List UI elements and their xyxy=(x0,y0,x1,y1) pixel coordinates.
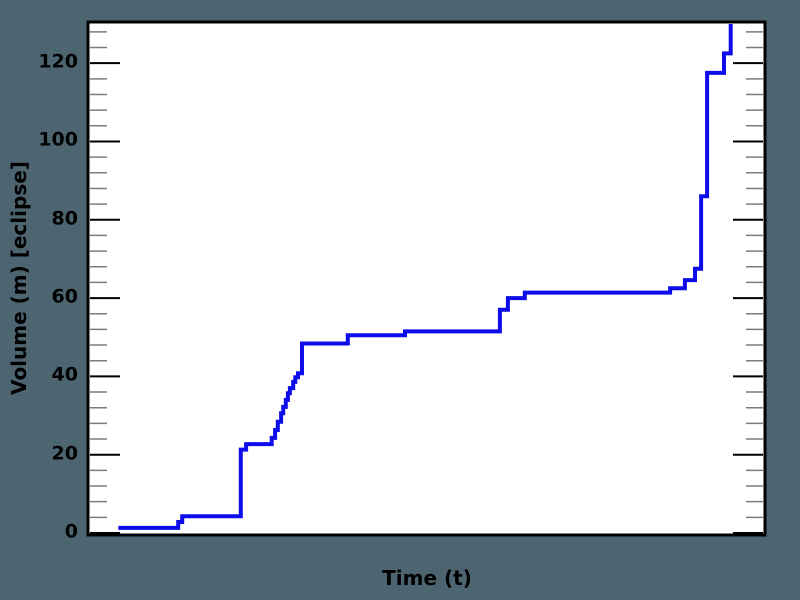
y-axis-label: Volume (m) [eclipse] xyxy=(7,161,31,395)
y-tick-label: 20 xyxy=(51,442,78,465)
y-tick-label: 0 xyxy=(64,520,78,543)
x-axis-label: Time (t) xyxy=(382,566,472,590)
y-tick-label: 80 xyxy=(51,207,78,230)
plot-frame xyxy=(86,20,767,537)
y-tick-label: 40 xyxy=(51,364,78,387)
y-tick-label: 60 xyxy=(51,285,78,308)
y-tick-label: 100 xyxy=(38,129,78,152)
y-tick-label: 120 xyxy=(38,50,78,73)
step-line-series xyxy=(118,24,733,530)
plot-area xyxy=(88,22,765,535)
